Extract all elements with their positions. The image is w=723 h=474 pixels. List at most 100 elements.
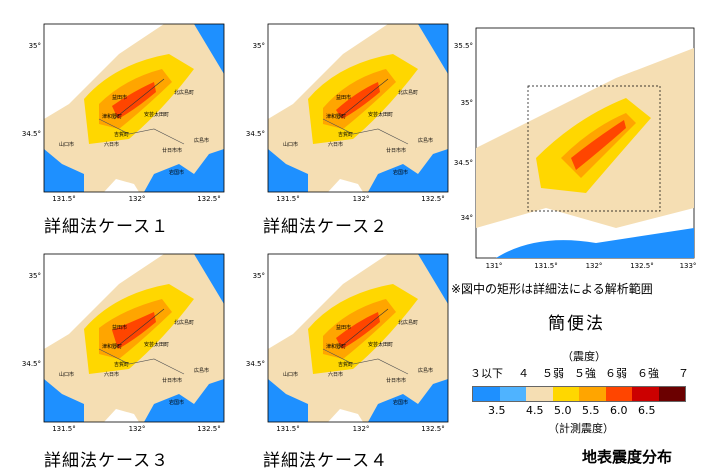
zone-6-lower xyxy=(336,312,380,349)
legend-value-3: 5.5 xyxy=(582,404,600,417)
place-label: 六日市 xyxy=(104,371,119,378)
legend-value-0: 3.5 xyxy=(488,404,506,417)
lon-tick-label: 132° xyxy=(353,425,370,433)
legend-intensity-5: ６強 xyxy=(637,367,659,380)
sea-southwest xyxy=(268,379,308,422)
sea-northeast xyxy=(194,24,224,74)
legend-value-2: 5.0 xyxy=(554,404,572,417)
map-body xyxy=(43,253,225,423)
legend-swatch-4 xyxy=(579,387,606,401)
legend-swatch-7 xyxy=(658,387,685,401)
place-label: 津和野町 xyxy=(326,113,346,120)
lon-tick-label: 132.5° xyxy=(197,195,221,203)
place-label: 益田市 xyxy=(336,324,351,331)
place-label: 津和野町 xyxy=(102,343,122,350)
place-label: 六日市 xyxy=(104,141,119,148)
sea-southwest xyxy=(44,149,84,192)
sea-southwest xyxy=(268,149,308,192)
map-case2: 35° 34.5° 131.5° 132° 132.5° 益田市 津和野町 吉賀町 六日市 安芸太… xyxy=(246,14,460,204)
sea-southeast xyxy=(144,149,224,192)
legend-swatch-6 xyxy=(632,387,659,401)
legend-swatch-3 xyxy=(552,387,579,401)
fault-line xyxy=(337,308,389,350)
place-label: 山口市 xyxy=(59,141,74,148)
place-label: 岩国市 xyxy=(169,399,184,406)
lon-tick-label: 131.5° xyxy=(276,195,300,203)
place-label: 北広島町 xyxy=(398,319,418,326)
map-case3: 35° 34.5° 131.5° 132° 132.5° 益田市 津和野町 吉賀町 六日市 安芸太… xyxy=(22,244,236,434)
place-label: 吉賀町 xyxy=(114,131,129,138)
sea-northeast xyxy=(418,24,448,74)
lat-tick-label: 35° xyxy=(29,272,41,280)
sea-southeast xyxy=(368,379,448,422)
place-label: 廿日市市 xyxy=(162,147,182,154)
sea-inland xyxy=(328,179,363,192)
analysis-range-rect xyxy=(527,85,661,212)
legend-swatch-1 xyxy=(499,387,526,401)
legend-title: （震度） xyxy=(562,350,606,363)
fault-line xyxy=(113,78,165,120)
legend-intensity-0: ３以下 xyxy=(470,367,503,380)
lon-tick-label: 133° xyxy=(680,262,697,270)
legend-intensity-4: ６弱 xyxy=(605,367,627,380)
place-label: 六日市 xyxy=(328,141,343,148)
place-label: 北広島町 xyxy=(174,89,194,96)
lon-tick-label: 132.5° xyxy=(630,262,654,270)
lon-tick-label: 131° xyxy=(486,262,503,270)
place-label: 津和野町 xyxy=(326,343,346,350)
map-body xyxy=(267,23,449,193)
legend-intensity-1: ４ xyxy=(518,367,529,380)
simple-method-caption: 簡便法 xyxy=(548,314,605,334)
lon-tick-label: 131.5° xyxy=(52,195,76,203)
map-frame xyxy=(267,253,449,423)
intensity-legend: （震度） ３以下 ４ ５弱 ５強 ６弱 ６強 ７ 3.5 4.5 5.0 5.5… xyxy=(468,348,708,448)
place-label: 広島市 xyxy=(418,367,433,374)
legend-intensity-6: ７ xyxy=(678,367,689,380)
place-label: 山口市 xyxy=(283,141,298,148)
place-label: 廿日市市 xyxy=(386,147,406,154)
prefecture-boundary xyxy=(322,118,409,145)
legend-value-4: 6.0 xyxy=(610,404,628,417)
sea-southeast xyxy=(144,379,224,422)
map-frame xyxy=(267,23,449,193)
legend-intensity-3: ５強 xyxy=(574,367,596,380)
lat-tick-label: 34.5° xyxy=(22,360,41,368)
fault-line xyxy=(113,308,165,350)
map-case1: 35° 34.5° 131.5° 132° 132.5° 益田市 津和野町 吉賀町 六日市 安芸太… xyxy=(22,14,236,204)
map-case4-caption: 詳細法ケース４ xyxy=(263,451,389,471)
place-label: 安芸太田町 xyxy=(144,341,169,348)
sea-southwest xyxy=(44,379,84,422)
sea-northeast xyxy=(194,254,224,304)
place-label: 益田市 xyxy=(112,94,127,101)
legend-color-bar xyxy=(472,386,686,402)
map-case3-caption: 詳細法ケース３ xyxy=(44,451,170,471)
place-label: 広島市 xyxy=(194,367,209,374)
place-label: 安芸太田町 xyxy=(368,111,393,118)
place-label: 益田市 xyxy=(336,94,351,101)
map-body xyxy=(43,23,225,193)
map-body xyxy=(267,253,449,423)
prefecture-boundary xyxy=(98,118,185,145)
place-label: 北広島町 xyxy=(398,89,418,96)
sea-inland xyxy=(104,179,139,192)
place-label: 岩国市 xyxy=(393,169,408,176)
lat-tick-label: 35° xyxy=(253,272,265,280)
lon-tick-label: 132° xyxy=(129,425,146,433)
lon-tick-label: 132° xyxy=(129,195,146,203)
lon-tick-label: 131.5° xyxy=(534,262,558,270)
zone-6-lower xyxy=(336,82,380,119)
lon-tick-label: 131.5° xyxy=(52,425,76,433)
map-case1-caption: 詳細法ケース１ xyxy=(44,217,170,237)
sea-north xyxy=(44,24,164,119)
lon-tick-label: 132.5° xyxy=(421,195,445,203)
place-label: 吉賀町 xyxy=(114,361,129,368)
place-label: 益田市 xyxy=(112,324,127,331)
place-label: 安芸太田町 xyxy=(144,111,169,118)
sea-southeast xyxy=(368,149,448,192)
sea-north xyxy=(268,24,388,119)
map-body xyxy=(475,27,695,259)
map-frame xyxy=(43,253,225,423)
